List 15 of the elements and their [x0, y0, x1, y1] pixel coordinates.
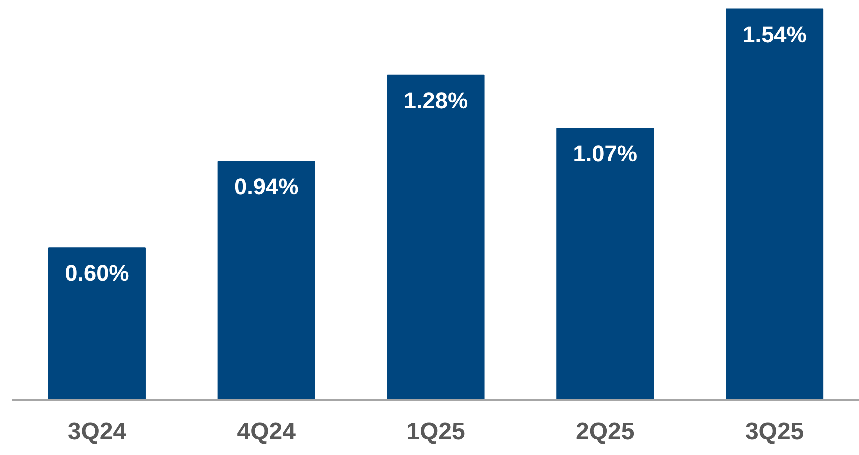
x-tick-label: 3Q25	[745, 418, 804, 446]
bar	[726, 8, 824, 400]
data-label: 1.28%	[404, 87, 468, 114]
bar	[556, 128, 654, 400]
x-tick-label: 3Q24	[68, 418, 128, 446]
data-label: 0.60%	[65, 260, 130, 286]
data-label: 0.94%	[234, 174, 299, 200]
bar	[387, 74, 485, 400]
x-tick-label: 1Q25	[406, 418, 466, 446]
bar	[218, 161, 316, 400]
data-label: 1.07%	[573, 140, 638, 167]
x-tick-label: 2Q25	[576, 418, 635, 446]
bar	[48, 248, 146, 400]
data-label: 1.54%	[742, 21, 807, 48]
x-tick-label: 4Q24	[237, 418, 297, 446]
